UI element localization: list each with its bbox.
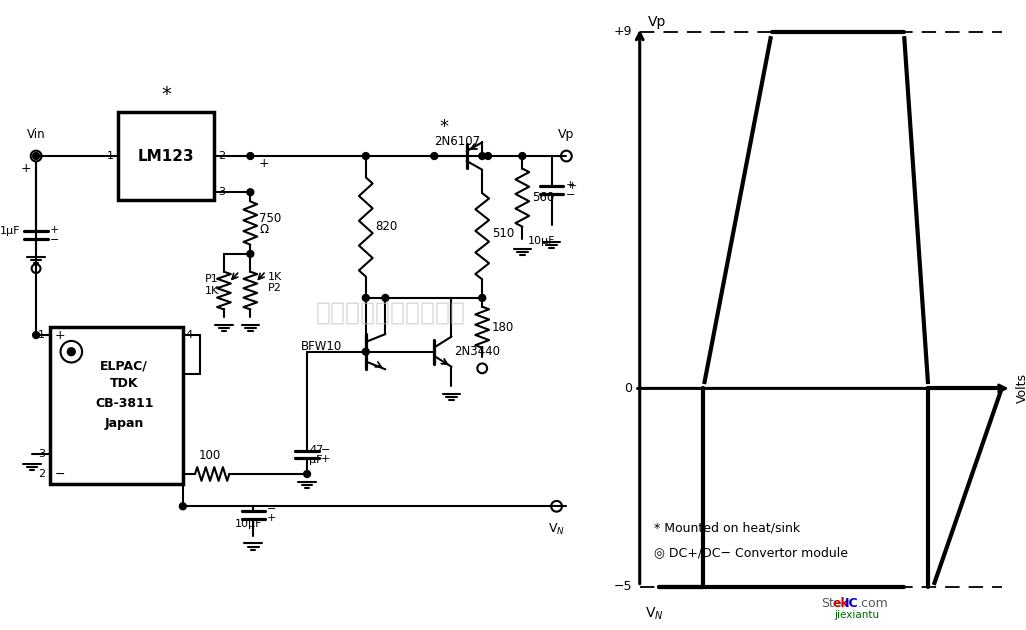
- Text: +: +: [50, 226, 60, 236]
- Text: +: +: [567, 181, 577, 192]
- Text: 2N6107: 2N6107: [434, 135, 480, 148]
- Text: 1μF: 1μF: [0, 226, 21, 236]
- Text: 1: 1: [107, 151, 114, 161]
- Text: *: *: [161, 85, 171, 104]
- Text: +: +: [321, 454, 330, 464]
- Text: +: +: [21, 163, 32, 175]
- Text: +: +: [565, 180, 575, 190]
- Circle shape: [362, 294, 369, 301]
- Text: 4: 4: [186, 330, 193, 340]
- Text: 1K: 1K: [205, 285, 219, 295]
- Text: +: +: [259, 158, 269, 170]
- Text: ◎ DC+/DC− Convertor module: ◎ DC+/DC− Convertor module: [655, 546, 849, 559]
- Text: μF: μF: [309, 455, 322, 466]
- Circle shape: [33, 152, 40, 159]
- Text: 180: 180: [492, 321, 514, 334]
- Text: 100: 100: [199, 449, 221, 462]
- Text: 3: 3: [219, 187, 225, 197]
- Text: 47: 47: [309, 445, 323, 454]
- Text: P2: P2: [268, 283, 282, 292]
- Text: 510: 510: [492, 227, 514, 240]
- Circle shape: [68, 348, 75, 355]
- Circle shape: [247, 189, 253, 196]
- Text: V$_N$: V$_N$: [644, 606, 663, 622]
- Circle shape: [33, 331, 40, 338]
- Text: P1: P1: [205, 274, 219, 284]
- Text: −: −: [565, 190, 575, 200]
- Text: *: *: [439, 118, 448, 135]
- Text: * Mounted on heat/sink: * Mounted on heat/sink: [655, 521, 800, 534]
- Text: CB-3811: CB-3811: [94, 397, 154, 410]
- Text: 2: 2: [219, 151, 225, 161]
- Text: Ω: Ω: [260, 224, 268, 236]
- Text: −5: −5: [614, 580, 632, 593]
- Text: 10μF: 10μF: [235, 519, 262, 529]
- Text: 1: 1: [38, 330, 45, 340]
- Text: .com: .com: [858, 597, 889, 610]
- Text: +9: +9: [614, 25, 632, 38]
- Circle shape: [362, 348, 369, 355]
- Text: BFW10: BFW10: [301, 340, 343, 353]
- Circle shape: [431, 152, 438, 159]
- Text: 750: 750: [260, 212, 281, 225]
- Bar: [118, 112, 214, 200]
- Text: jiexiantu: jiexiantu: [834, 610, 879, 620]
- Text: 1K: 1K: [268, 272, 282, 282]
- Text: 3: 3: [38, 449, 45, 459]
- Circle shape: [180, 503, 187, 510]
- Text: +: +: [267, 513, 276, 523]
- Text: −: −: [50, 235, 60, 245]
- Circle shape: [479, 152, 485, 159]
- Text: LM123: LM123: [137, 149, 195, 164]
- Text: 2: 2: [38, 469, 45, 479]
- Circle shape: [362, 152, 369, 159]
- Text: 10μF: 10μF: [528, 236, 556, 246]
- Text: 820: 820: [376, 220, 398, 234]
- Text: TDK: TDK: [110, 377, 139, 391]
- Circle shape: [484, 152, 491, 159]
- Circle shape: [479, 294, 485, 301]
- Circle shape: [382, 294, 389, 301]
- Text: IC: IC: [845, 597, 859, 610]
- Text: −: −: [267, 504, 276, 514]
- Text: Volts: Volts: [1017, 374, 1026, 403]
- Circle shape: [247, 251, 253, 257]
- Text: Japan: Japan: [105, 416, 144, 430]
- Bar: [50, 327, 183, 484]
- Text: −: −: [54, 467, 66, 481]
- Text: St: St: [821, 597, 833, 610]
- Circle shape: [247, 152, 253, 159]
- Text: 0: 0: [624, 382, 632, 395]
- Text: ELPAC/: ELPAC/: [101, 360, 148, 373]
- Text: 560: 560: [532, 191, 554, 204]
- Text: Vp: Vp: [558, 129, 575, 141]
- Text: ek: ek: [832, 597, 850, 610]
- Text: −: −: [321, 445, 330, 454]
- Text: 杭州将睢科技有限公司: 杭州将睢科技有限公司: [315, 301, 465, 324]
- Text: Vp: Vp: [647, 15, 666, 29]
- Text: +: +: [54, 329, 66, 341]
- Text: 2N3440: 2N3440: [453, 345, 500, 358]
- Circle shape: [519, 152, 525, 159]
- Text: V$_N$: V$_N$: [548, 522, 565, 537]
- Text: Vin: Vin: [27, 129, 45, 141]
- Circle shape: [304, 471, 311, 478]
